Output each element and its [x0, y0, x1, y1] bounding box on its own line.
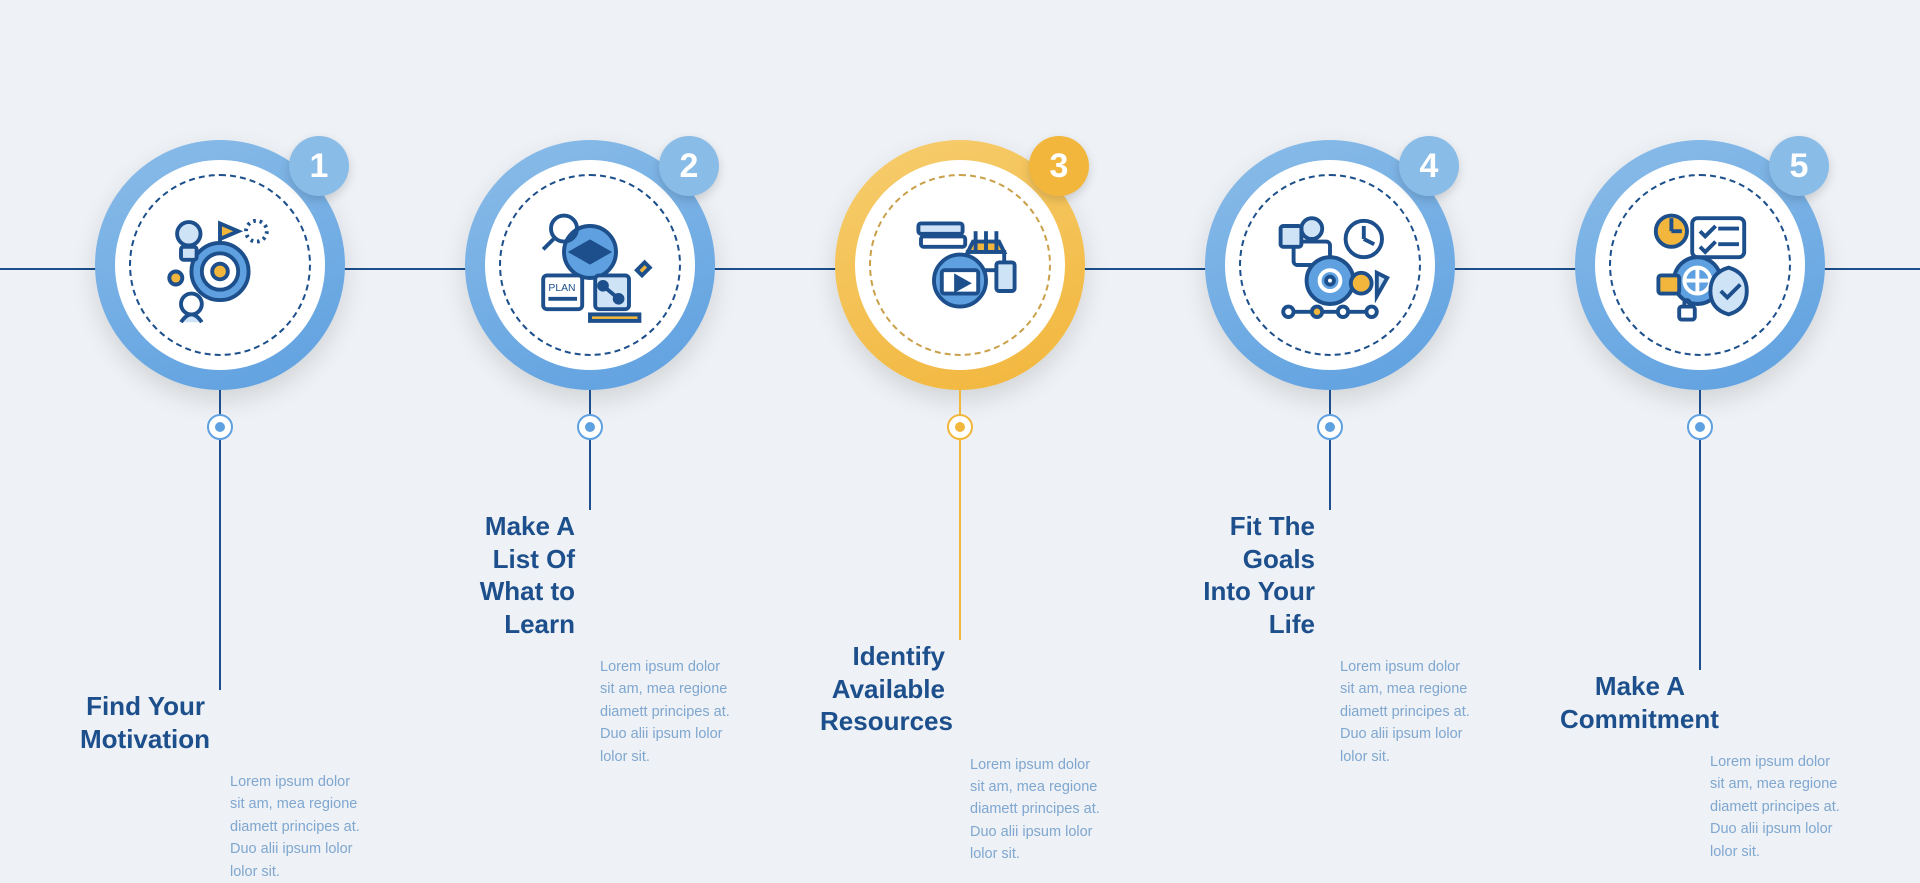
connector-dot [947, 414, 973, 440]
step-description: Lorem ipsum dolor sit am, mea regione di… [80, 771, 360, 883]
commitment-icon [1619, 184, 1781, 346]
step-circle: 1 [95, 140, 345, 390]
step-circle: 5 [1575, 140, 1825, 390]
steps-row: 1 Find Your Motivation Lorem ipsum dolor… [0, 140, 1920, 690]
svg-text:PLAN: PLAN [548, 283, 575, 294]
step-description: Lorem ipsum dolor sit am, mea regione di… [450, 656, 730, 768]
step-text: Identify Available Resources Lorem ipsum… [820, 640, 1100, 866]
step-description: Lorem ipsum dolor sit am, mea regione di… [1190, 656, 1470, 768]
step-number: 4 [1420, 147, 1439, 186]
motivation-icon [139, 184, 301, 346]
step-title: Find Your Motivation [80, 690, 360, 755]
step-text: Fit The Goals Into Your Life Lorem ipsum… [1190, 510, 1470, 768]
vertical-connector [589, 390, 591, 510]
resources-icon [879, 184, 1041, 346]
step-number-badge: 1 [289, 136, 349, 196]
step-circle: 3 [835, 140, 1085, 390]
step-number-badge: 5 [1769, 136, 1829, 196]
step-2: 2 PLAN Make A List Of What to Learn Lore… [450, 140, 730, 690]
step-number-badge: 4 [1399, 136, 1459, 196]
step-number: 3 [1050, 147, 1069, 186]
connector-dot [1687, 414, 1713, 440]
connector-dot [207, 414, 233, 440]
step-text: Make A List Of What to Learn Lorem ipsum… [450, 510, 730, 768]
plan-icon: PLAN [509, 184, 671, 346]
step-text: Find Your Motivation Lorem ipsum dolor s… [80, 690, 360, 883]
vertical-connector [959, 390, 961, 640]
step-title: Make A List Of What to Learn [450, 510, 730, 640]
step-title: Make A Commitment [1560, 670, 1840, 735]
vertical-connector [1329, 390, 1331, 510]
step-number-badge: 3 [1029, 136, 1089, 196]
step-1: 1 Find Your Motivation Lorem ipsum dolor… [80, 140, 360, 690]
step-circle: 2 PLAN [465, 140, 715, 390]
step-description: Lorem ipsum dolor sit am, mea regione di… [1560, 751, 1840, 863]
step-3: 3 Identify Available Resources Lorem ips… [820, 140, 1100, 690]
step-number: 5 [1790, 147, 1809, 186]
step-text: Make A Commitment Lorem ipsum dolor sit … [1560, 670, 1840, 863]
step-circle: 4 [1205, 140, 1455, 390]
step-4: 4 Fit The Goals Into Your Life Lorem ips… [1190, 140, 1470, 690]
step-number: 2 [680, 147, 699, 186]
step-number: 1 [310, 147, 329, 186]
vertical-connector [1699, 390, 1701, 670]
step-title: Fit The Goals Into Your Life [1190, 510, 1470, 640]
step-number-badge: 2 [659, 136, 719, 196]
step-description: Lorem ipsum dolor sit am, mea regione di… [820, 754, 1100, 866]
step-5: 5 Make A Commitment Lorem ipsum dolor si… [1560, 140, 1840, 690]
connector-dot [1317, 414, 1343, 440]
step-title: Identify Available Resources [820, 640, 1100, 738]
goals-icon [1249, 184, 1411, 346]
connector-dot [577, 414, 603, 440]
vertical-connector [219, 390, 221, 690]
